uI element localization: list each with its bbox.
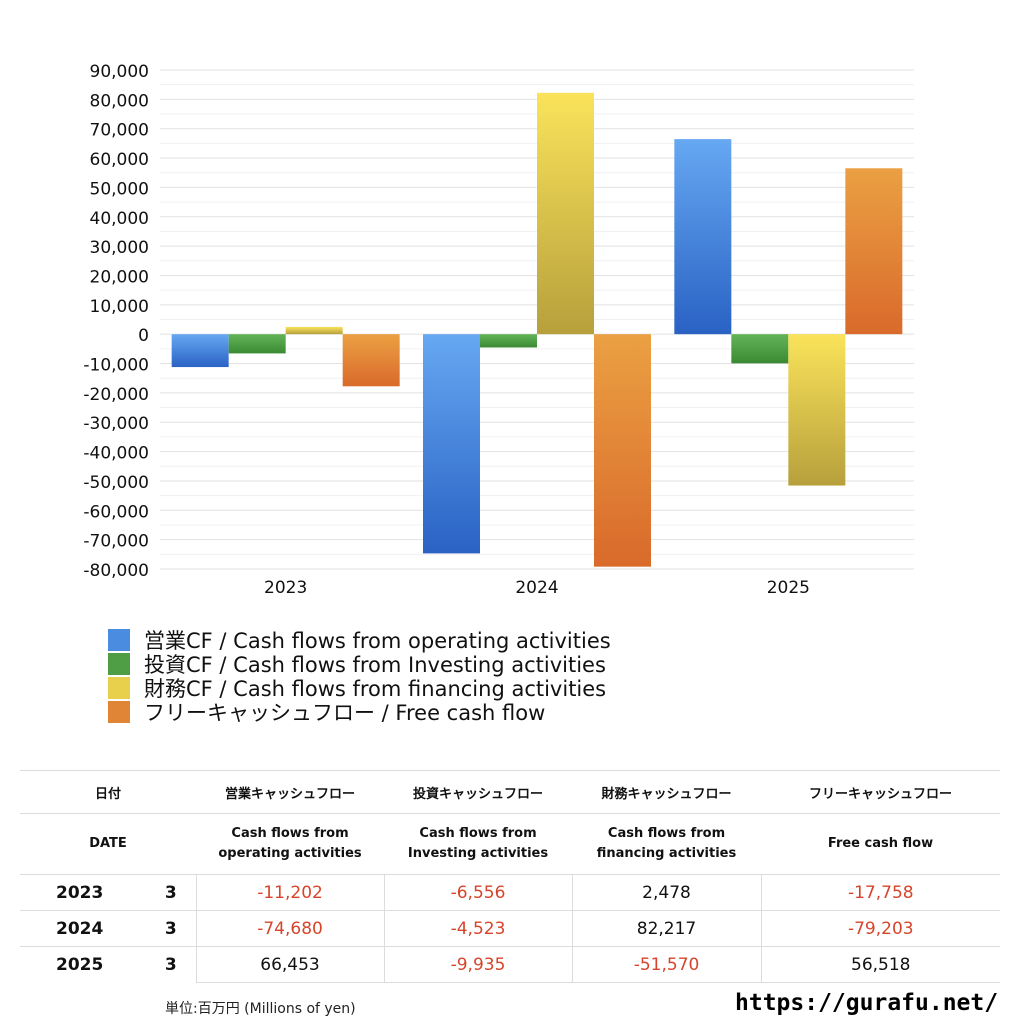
legend-swatch-operating	[108, 629, 130, 651]
header-date-ja: 日付	[20, 770, 197, 814]
y-tick-label: 20,000	[90, 267, 149, 287]
y-tick-label: -60,000	[83, 502, 149, 522]
header-date-en: DATE	[20, 813, 197, 875]
legend-item-operating: 営業CF / Cash flows from operating activit…	[108, 628, 611, 653]
legend-item-free: フリーキャッシュフロー / Free cash flow	[108, 700, 611, 725]
table-row: 2024 3 -74,680 -4,523 82,217 -79,203	[20, 910, 1001, 947]
bar-investing-2023	[228, 334, 286, 354]
unit-note: 単位:百万円 (Millions of yen)	[165, 1001, 356, 1017]
bar-operating-2023	[171, 334, 229, 368]
row-month: 3	[146, 946, 197, 983]
bar-financing-2025	[788, 334, 846, 486]
bar-free-2023	[342, 334, 400, 387]
row-month: 3	[146, 910, 197, 947]
table-row: 2025 3 66,453 -9,935 -51,570 56,518	[20, 946, 1001, 983]
legend-swatch-investing	[108, 653, 130, 675]
legend-label-financing: 財務CF / Cash flows from financing activit…	[144, 677, 607, 701]
bar-financing-2024	[537, 92, 594, 335]
cell-financing: 82,217	[572, 910, 762, 947]
y-tick-label: 80,000	[90, 91, 149, 111]
header-free-ja: フリーキャッシュフロー	[761, 770, 1001, 814]
chart-legend: 営業CF / Cash flows from operating activit…	[108, 628, 611, 725]
row-year: 2024	[20, 910, 146, 947]
bar-investing-2025	[731, 334, 789, 364]
cell-free: -79,203	[761, 910, 1001, 947]
header-investing-ja: 投資キャッシュフロー	[384, 770, 573, 814]
y-tick-label: -50,000	[83, 473, 149, 493]
legend-item-financing: 財務CF / Cash flows from financing activit…	[108, 676, 611, 701]
y-axis-ticks: 90,000 80,000 70,000 60,000 50,000 40,000 30,0…	[83, 62, 149, 581]
x-axis-ticks: 2023 2024 2025	[264, 578, 810, 598]
bars	[171, 92, 903, 567]
table-header-ja: 日付 営業キャッシュフロー 投資キャッシュフロー 財務キャッシュフロー フリーキ…	[20, 770, 1001, 814]
y-tick-label: 70,000	[90, 121, 149, 141]
y-tick-label: -10,000	[83, 356, 149, 376]
header-financing-en: Cash flows from financing activities	[572, 813, 762, 875]
header-free-en: Free cash flow	[761, 813, 1001, 875]
bar-financing-2023	[285, 326, 343, 335]
y-tick-label: 0	[138, 326, 149, 346]
y-tick-label: 90,000	[90, 62, 149, 82]
cell-free: 56,518	[761, 946, 1001, 983]
bar-free-2025	[845, 168, 903, 335]
legend-item-investing: 投資CF / Cash flows from Investing activit…	[108, 652, 611, 677]
cell-investing: -9,935	[384, 946, 573, 983]
header-operating-ja: 営業キャッシュフロー	[196, 770, 385, 814]
y-tick-label: -70,000	[83, 532, 149, 552]
table-row: 2023 3 -11,202 -6,556 2,478 -17,758	[20, 874, 1001, 911]
bar-investing-2024	[480, 334, 537, 348]
bar-operating-2024	[423, 334, 480, 554]
header-financing-en-text: Cash flows from financing activities	[596, 826, 737, 861]
bar-free-2024	[594, 334, 651, 567]
table-header-en: DATE Cash flows from operating activitie…	[20, 813, 1001, 875]
legend-label-investing: 投資CF / Cash flows from Investing activit…	[144, 653, 606, 677]
cell-operating: 66,453	[196, 946, 385, 983]
y-tick-label: 30,000	[90, 238, 149, 258]
header-financing-ja: 財務キャッシュフロー	[572, 770, 762, 814]
cell-investing: -6,556	[384, 874, 573, 911]
legend-label-operating: 営業CF / Cash flows from operating activit…	[144, 629, 611, 653]
row-year: 2023	[20, 874, 146, 911]
y-tick-label: -20,000	[83, 385, 149, 405]
y-tick-label: 50,000	[90, 179, 149, 199]
cell-investing: -4,523	[384, 910, 573, 947]
row-month: 3	[146, 874, 197, 911]
y-tick-label: -30,000	[83, 414, 149, 434]
cell-financing: -51,570	[572, 946, 762, 983]
cell-free: -17,758	[761, 874, 1001, 911]
x-tick-label: 2024	[515, 578, 558, 598]
y-tick-label: -80,000	[83, 561, 149, 581]
header-operating-en: Cash flows from operating activities	[196, 813, 385, 875]
cash-flow-chart: 90,000 80,000 70,000 60,000 50,000 40,000 30,0…	[83, 62, 914, 598]
cell-financing: 2,478	[572, 874, 762, 911]
cell-operating: -74,680	[196, 910, 385, 947]
row-year: 2025	[56, 954, 104, 975]
x-tick-label: 2025	[767, 578, 810, 598]
bar-operating-2025	[674, 139, 732, 335]
cash-flow-table: 日付 営業キャッシュフロー 投資キャッシュフロー 財務キャッシュフロー フリーキ…	[20, 770, 1001, 983]
legend-swatch-free	[108, 701, 130, 723]
site-url-link[interactable]: https://gurafu.net/	[735, 990, 999, 1016]
y-tick-label: -40,000	[83, 444, 149, 464]
x-tick-label: 2023	[264, 578, 307, 598]
y-tick-label: 10,000	[90, 297, 149, 317]
cell-operating: -11,202	[196, 874, 385, 911]
header-investing-en-text: Cash flows from Investing activities	[407, 826, 549, 861]
y-tick-label: 40,000	[90, 209, 149, 229]
header-investing-en: Cash flows from Investing activities	[384, 813, 573, 875]
header-operating-en-text: Cash flows from operating activities	[218, 826, 362, 861]
legend-swatch-financing	[108, 677, 130, 699]
legend-label-free: フリーキャッシュフロー / Free cash flow	[144, 701, 546, 725]
y-tick-label: 60,000	[90, 150, 149, 170]
